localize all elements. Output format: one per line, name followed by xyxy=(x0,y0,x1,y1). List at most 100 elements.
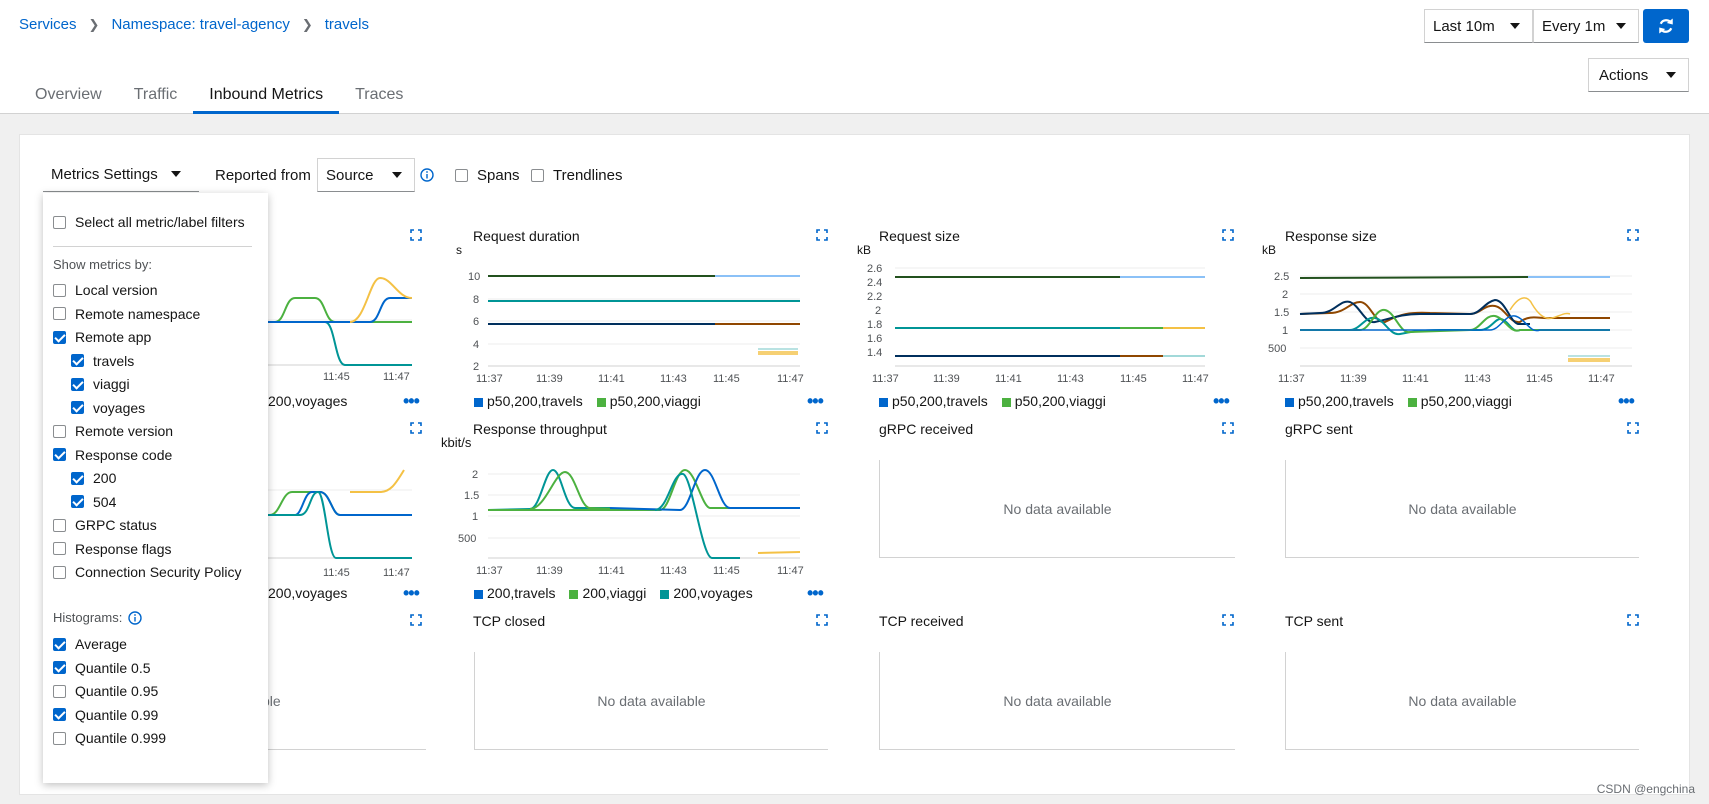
metric-filter-item[interactable]: Response code xyxy=(53,447,172,463)
metric-filter-item[interactable]: GRPC status xyxy=(53,517,157,533)
histogram-label: Quantile 0.5 xyxy=(75,659,151,676)
tab-traffic[interactable]: Traffic xyxy=(133,86,178,103)
metric-filter-item[interactable]: 504 xyxy=(71,494,116,510)
metric-filter-checkbox[interactable] xyxy=(71,401,84,414)
breadcrumb-current[interactable]: travels xyxy=(324,16,369,33)
legend-item[interactable]: p50,200,travels xyxy=(474,393,583,409)
metric-filter-checkbox[interactable] xyxy=(53,448,66,461)
expand-icon[interactable] xyxy=(410,229,422,241)
metric-filter-item[interactable]: travels xyxy=(71,353,134,369)
metric-filter-item[interactable]: voyages xyxy=(71,400,145,416)
kebab-menu-icon[interactable]: ••• xyxy=(403,391,420,411)
expand-icon[interactable] xyxy=(410,422,422,434)
metric-filter-item[interactable]: viaggi xyxy=(71,376,130,392)
metric-filter-checkbox[interactable] xyxy=(53,283,66,297)
metric-filter-checkbox[interactable] xyxy=(53,542,66,555)
tab-inbound-metrics[interactable]: Inbound Metrics xyxy=(193,78,340,114)
histogram-checkbox[interactable] xyxy=(53,684,66,698)
info-icon[interactable] xyxy=(128,610,143,625)
expand-icon[interactable] xyxy=(816,422,828,434)
metric-filter-item[interactable]: Remote app xyxy=(53,329,151,345)
expand-icon[interactable] xyxy=(1627,229,1639,241)
metric-filter-checkbox[interactable] xyxy=(71,377,84,391)
kebab-menu-icon[interactable]: ••• xyxy=(403,583,420,603)
request-size-legend: p50,200,travels p50,200,viaggi xyxy=(879,393,1106,409)
tab-overview[interactable]: Overview xyxy=(35,86,102,103)
tab-traces[interactable]: Traces xyxy=(355,86,404,103)
metric-filter-checkbox[interactable] xyxy=(71,471,84,485)
metric-filter-item[interactable]: Connection Security Policy xyxy=(53,564,242,580)
kebab-menu-icon[interactable]: ••• xyxy=(1618,391,1635,411)
expand-icon[interactable] xyxy=(410,614,422,626)
svg-text:11:41: 11:41 xyxy=(995,373,1022,384)
legend-item[interactable]: p50,200,travels xyxy=(1285,393,1394,409)
spans-checkbox[interactable] xyxy=(455,169,468,182)
series-line xyxy=(350,469,405,493)
metric-filter-checkbox[interactable] xyxy=(53,424,66,438)
metric-filter-checkbox[interactable] xyxy=(53,330,66,344)
kebab-menu-icon[interactable]: ••• xyxy=(807,391,824,411)
histogram-item[interactable]: Quantile 0.99 xyxy=(53,707,158,723)
legend-item[interactable]: 200,viaggi xyxy=(569,585,646,601)
show-metrics-by-heading: Show metrics by: xyxy=(53,257,152,272)
histogram-checkbox[interactable] xyxy=(53,731,66,745)
histogram-item[interactable]: Quantile 0.95 xyxy=(53,683,158,699)
series-line xyxy=(1299,276,1529,279)
refresh-interval-select[interactable]: Every 1m xyxy=(1533,9,1639,43)
histogram-item[interactable]: Average xyxy=(53,636,127,652)
expand-icon[interactable] xyxy=(816,229,828,241)
legend-item[interactable]: 200,voyages xyxy=(660,585,753,601)
histogram-checkbox[interactable] xyxy=(53,661,66,674)
svg-text:11:43: 11:43 xyxy=(1057,373,1084,384)
legend-item[interactable]: p50,200,viaggi xyxy=(1407,393,1512,409)
svg-text:11:47: 11:47 xyxy=(1182,373,1209,384)
y-tick-label: 10 xyxy=(468,271,480,283)
metric-filter-checkbox[interactable] xyxy=(53,307,66,320)
refresh-button[interactable] xyxy=(1643,9,1689,43)
expand-icon[interactable] xyxy=(1627,614,1639,626)
expand-icon[interactable] xyxy=(1222,229,1234,241)
legend-item[interactable]: p50,200,viaggi xyxy=(596,393,701,409)
metric-filter-checkbox[interactable] xyxy=(53,518,66,532)
actions-dropdown[interactable]: Actions xyxy=(1588,58,1689,92)
y-tick-label: 2 xyxy=(473,361,479,373)
expand-icon[interactable] xyxy=(816,614,828,626)
metric-filter-item[interactable]: Local version xyxy=(53,282,158,298)
reported-from-select[interactable]: Source xyxy=(317,158,415,192)
kebab-menu-icon[interactable]: ••• xyxy=(1213,391,1230,411)
breadcrumb-services-link[interactable]: Services xyxy=(19,16,77,33)
metric-filter-checkbox[interactable] xyxy=(71,495,84,508)
expand-icon[interactable] xyxy=(1222,422,1234,434)
histogram-item[interactable]: Quantile 0.999 xyxy=(53,730,166,746)
histogram-checkbox[interactable] xyxy=(53,637,66,651)
metric-filter-item[interactable]: 200 xyxy=(71,470,116,486)
expand-icon[interactable] xyxy=(1222,614,1234,626)
legend-item[interactable]: 200,voyages xyxy=(268,585,348,601)
metric-filter-item[interactable]: Remote version xyxy=(53,423,173,439)
histogram-checkbox[interactable] xyxy=(53,708,66,721)
trendlines-checkbox-row[interactable]: Trendlines xyxy=(531,167,622,184)
legend-item[interactable]: 200,travels xyxy=(474,585,555,601)
metrics-settings-toggle[interactable]: Metrics Settings xyxy=(43,158,199,192)
expand-icon[interactable] xyxy=(1627,422,1639,434)
time-range-select[interactable]: Last 10m xyxy=(1424,9,1533,43)
select-all-checkbox[interactable] xyxy=(53,215,66,229)
info-icon[interactable] xyxy=(420,168,434,182)
trendlines-checkbox[interactable] xyxy=(531,169,544,182)
legend-item[interactable]: p50,200,viaggi xyxy=(1001,393,1106,409)
legend-item[interactable]: p50,200,travels xyxy=(879,393,988,409)
series-line xyxy=(529,470,641,511)
metric-filter-item[interactable]: Remote namespace xyxy=(53,306,200,322)
spans-checkbox-row[interactable]: Spans xyxy=(455,167,520,184)
metric-filter-checkbox[interactable] xyxy=(53,565,66,579)
svg-text:11:37: 11:37 xyxy=(1278,373,1305,384)
kebab-menu-icon[interactable]: ••• xyxy=(807,583,824,603)
breadcrumb-namespace-link[interactable]: Namespace: travel-agency xyxy=(111,16,290,33)
metric-filter-checkbox[interactable] xyxy=(71,354,84,367)
svg-text:2: 2 xyxy=(875,305,881,317)
histogram-item[interactable]: Quantile 0.5 xyxy=(53,660,151,676)
legend-item[interactable]: 200,voyages xyxy=(268,393,348,409)
refresh-interval-value: Every 1m xyxy=(1542,17,1606,35)
select-all-filters-row[interactable]: Select all metric/label filters xyxy=(53,214,245,230)
metric-filter-item[interactable]: Response flags xyxy=(53,541,172,557)
